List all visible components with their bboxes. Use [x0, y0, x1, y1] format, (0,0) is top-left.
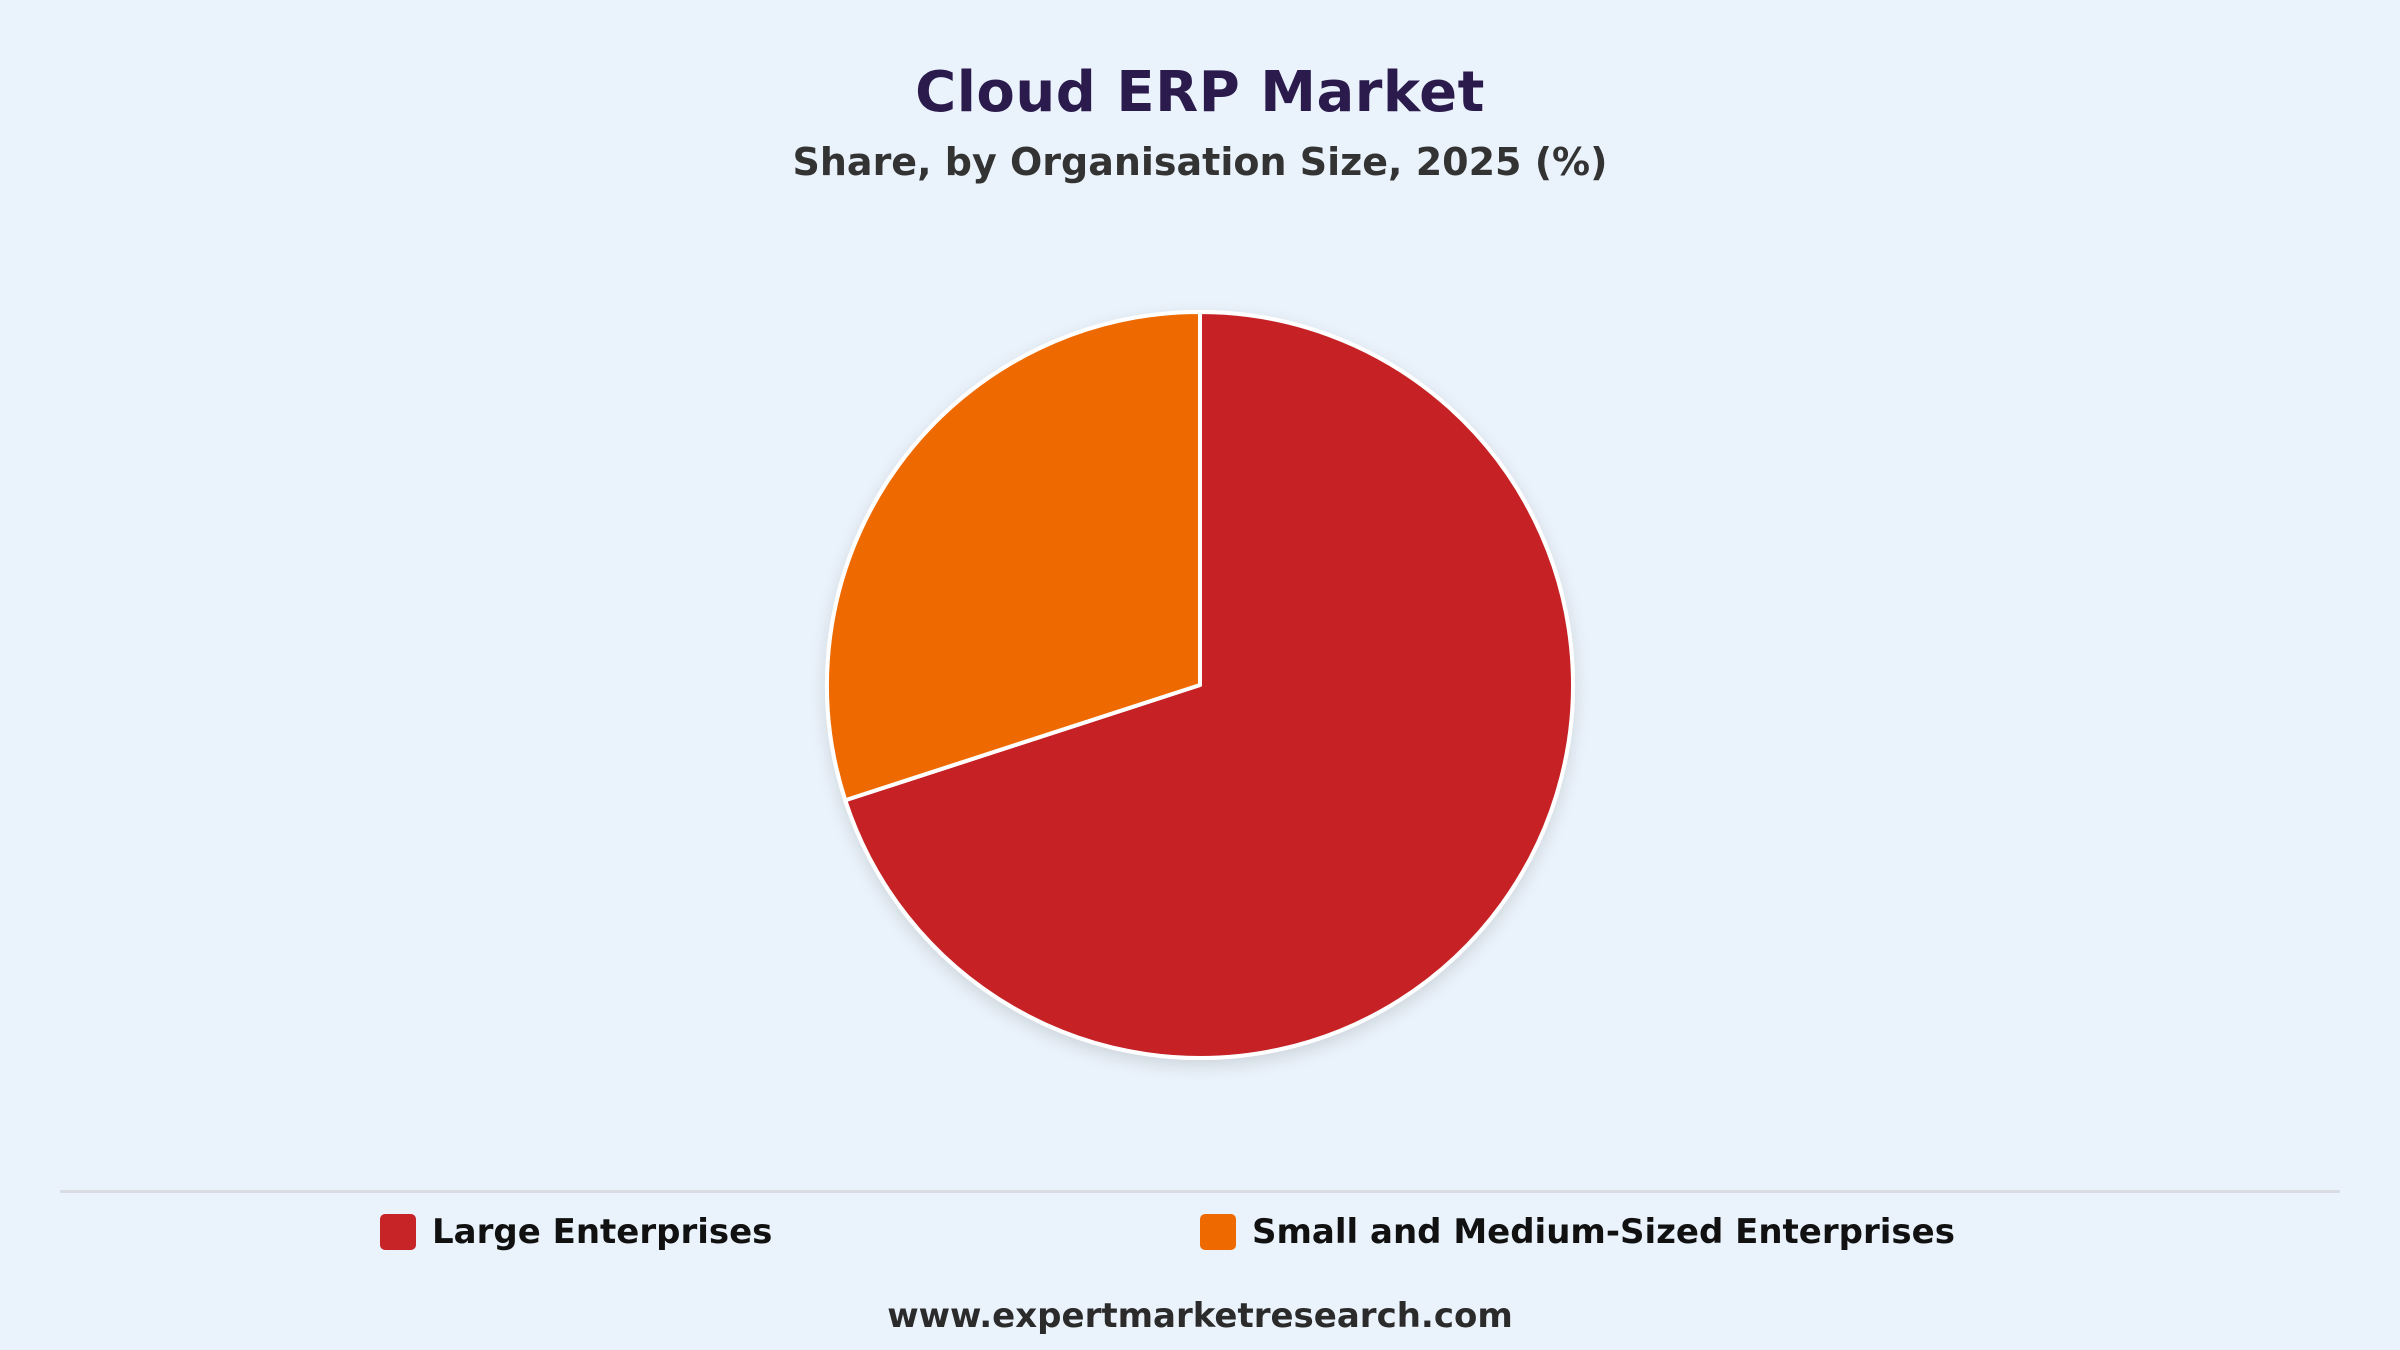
- legend-swatch-smes: [1200, 1214, 1236, 1250]
- legend-item-large-enterprises: Large Enterprises: [380, 1208, 772, 1256]
- legend-divider: [60, 1190, 2340, 1193]
- legend-label-large-enterprises: Large Enterprises: [432, 1212, 773, 1252]
- chart-title: Cloud ERP Market: [915, 60, 1485, 125]
- footer-website: www.expertmarketresearch.com: [887, 1296, 1513, 1336]
- legend-swatch-large-enterprises: [380, 1214, 416, 1250]
- legend-item-smes: Small and Medium-Sized Enterprises: [1200, 1208, 1955, 1256]
- legend: Large Enterprises Small and Medium-Sized…: [0, 1208, 2400, 1268]
- chart-subtitle: Share, by Organisation Size, 2025 (%): [792, 140, 1608, 184]
- pie-slices: [825, 310, 1575, 1060]
- pie-slice-large-enterprises: [843, 310, 1575, 1060]
- pie-slice-small-and-medium-sized-enterprises: [825, 310, 1202, 803]
- legend-label-smes: Small and Medium-Sized Enterprises: [1252, 1212, 1955, 1252]
